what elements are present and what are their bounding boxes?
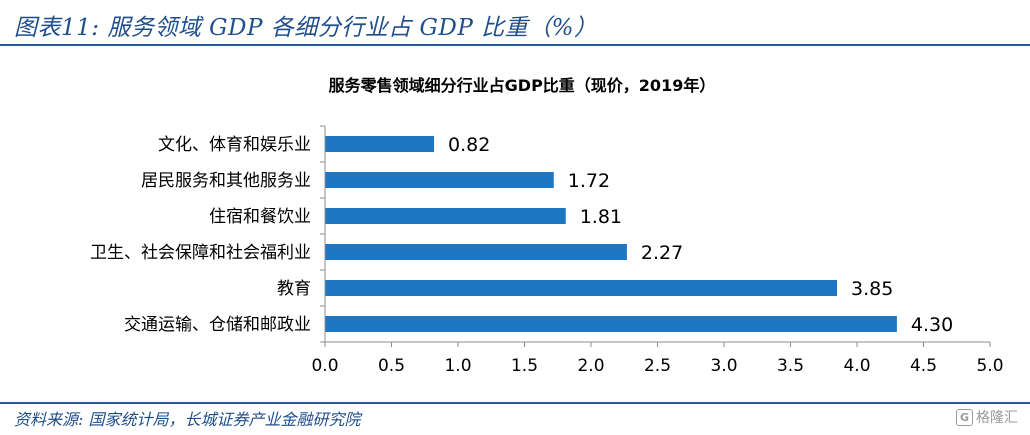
- x-tick-label: 2.5: [644, 356, 671, 376]
- bar: [325, 280, 838, 296]
- x-tick-label: 1.0: [444, 356, 471, 376]
- bar-chart: 服务零售领域细分行业占GDP比重（现价，2019年） 文化、体育和娱乐业 0.82…: [90, 76, 1004, 376]
- watermark: G 格隆汇: [956, 407, 1018, 427]
- x-tick-label: 2.0: [577, 356, 604, 376]
- watermark-text: 格隆汇: [976, 410, 1018, 426]
- value-label: 1.72: [568, 170, 610, 192]
- top-rule: [0, 44, 1030, 46]
- x-tick-label: 3.0: [710, 356, 737, 376]
- category-label: 教育: [277, 279, 311, 299]
- category-label: 交通运输、仓储和邮政业: [124, 315, 311, 335]
- x-tick-label: 3.5: [777, 356, 804, 376]
- x-tick-label: 0.0: [311, 356, 338, 376]
- figure-title: 图表11: 服务领域 GDP 各细分行业占 GDP 比重（%）: [14, 15, 598, 41]
- x-tick-label: 1.5: [511, 356, 538, 376]
- bar: [325, 136, 435, 152]
- x-tick-label: 4.0: [843, 356, 870, 376]
- source-note: 资料来源: 国家统计局，长城证券产业金融研究院: [14, 410, 361, 429]
- bar: [325, 208, 566, 224]
- bar: [325, 172, 554, 188]
- bottom-rule: [0, 402, 1030, 404]
- value-label: 3.85: [851, 278, 893, 300]
- category-label: 卫生、社会保障和社会福利业: [90, 243, 311, 263]
- x-tick-label: 5.0: [976, 356, 1003, 376]
- watermark-logo-icon: G: [956, 408, 973, 426]
- category-label: 居民服务和其他服务业: [141, 171, 311, 191]
- value-label: 0.82: [448, 134, 490, 156]
- category-label: 住宿和餐饮业: [209, 207, 311, 227]
- chart-title: 服务零售领域细分行业占GDP比重（现价，2019年）: [329, 76, 716, 95]
- value-label: 2.27: [641, 242, 683, 264]
- category-label: 文化、体育和娱乐业: [158, 135, 311, 155]
- bar: [325, 244, 627, 260]
- x-tick-label: 4.5: [910, 356, 937, 376]
- value-label: 1.81: [580, 206, 622, 228]
- x-tick-label: 0.5: [378, 356, 405, 376]
- bar: [325, 316, 897, 332]
- value-label: 4.30: [911, 314, 953, 336]
- bars-layer: 文化、体育和娱乐业 0.82 居民服务和其他服务业 1.72 住宿和餐饮业 1.81 卫生、…: [90, 125, 1004, 376]
